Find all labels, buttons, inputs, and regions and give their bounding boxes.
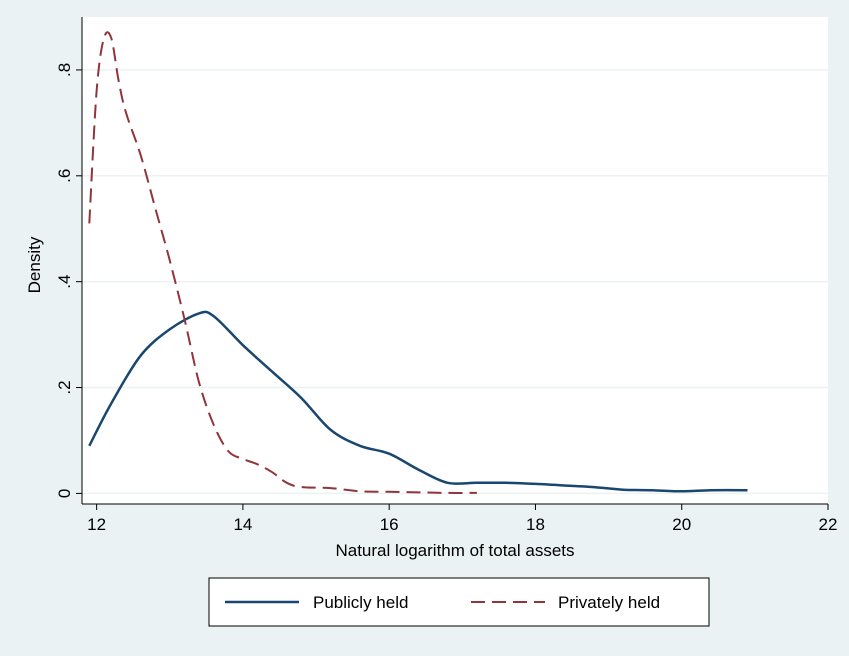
y-ticks: 0 .2 .4 .6 .8 bbox=[55, 63, 82, 498]
series-line-privately-held bbox=[88, 31, 477, 494]
x-tick-label-1: 14 bbox=[233, 515, 252, 534]
legend: Publicly held Privately held bbox=[208, 577, 710, 627]
x-ticks: 12 14 16 18 20 22 bbox=[87, 504, 837, 534]
x-tick-label-3: 18 bbox=[526, 515, 545, 534]
x-tick-label-2: 16 bbox=[380, 515, 399, 534]
legend-label-privately-held: Privately held bbox=[558, 593, 660, 612]
y-tick-label-4: .8 bbox=[55, 63, 74, 77]
y-tick-label-1: .2 bbox=[55, 380, 74, 394]
y-axis-label: Density bbox=[25, 236, 44, 293]
x-axis-label: Natural logarithm of total assets bbox=[335, 541, 574, 560]
x-tick-label-4: 20 bbox=[672, 515, 691, 534]
grid-lines bbox=[82, 69, 828, 495]
x-tick-label-0: 12 bbox=[87, 515, 106, 534]
plot-area bbox=[82, 17, 828, 504]
series-lines bbox=[88, 31, 748, 494]
y-tick-label-3: .6 bbox=[55, 169, 74, 183]
legend-label-publicly-held: Publicly held bbox=[313, 593, 408, 612]
y-tick-label-0: 0 bbox=[55, 489, 74, 498]
series-line-publicly-held bbox=[88, 310, 748, 493]
y-tick-label-2: .4 bbox=[55, 275, 74, 289]
x-tick-label-5: 22 bbox=[819, 515, 838, 534]
